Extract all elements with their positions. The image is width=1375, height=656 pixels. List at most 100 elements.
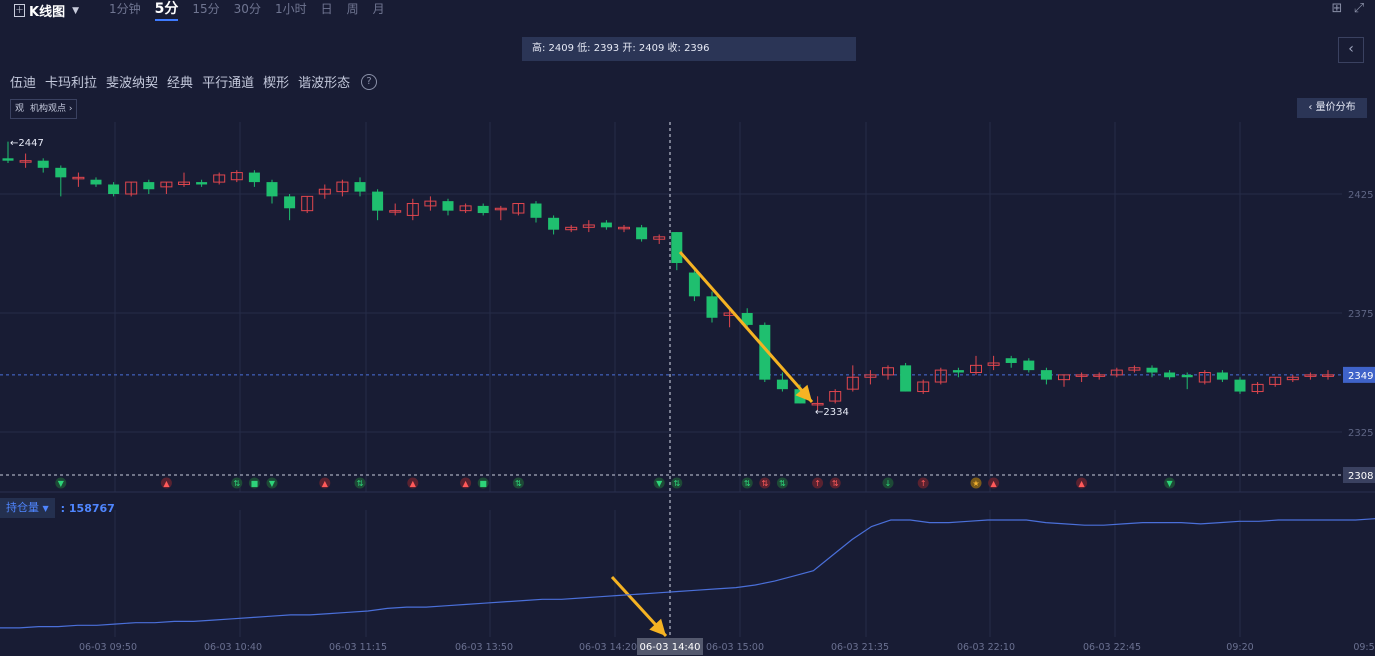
candle-body (1251, 383, 1264, 393)
drawing-tool-item[interactable]: 斐波纳契 (106, 76, 159, 91)
ohlc-infobar: 高: 2409 低: 2393 开: 2409 收: 2396 (522, 37, 856, 61)
drawing-tool-item[interactable]: 卡玛利拉 (45, 76, 98, 91)
y-tick-label: 2325 (1348, 428, 1373, 439)
period-tab[interactable]: 日 (320, 2, 333, 16)
open-interest-line (0, 518, 1375, 629)
candle-body (1164, 372, 1176, 378)
signal-glyph-icon: ↑ (920, 479, 927, 488)
period-tab[interactable]: 1小时 (274, 2, 307, 16)
signal-marker-icon (829, 477, 841, 489)
period-tab[interactable]: 月 (372, 2, 385, 16)
candle-body (530, 203, 542, 218)
drawing-tool-item[interactable]: 伍迪 (10, 76, 37, 91)
candle-body (266, 182, 278, 197)
candle-body (389, 210, 402, 213)
y-tick-label: 2375 (1348, 309, 1373, 320)
candle-body (512, 203, 525, 214)
candle-body (882, 367, 894, 376)
drawing-tool-item[interactable]: 谐波形态 (298, 76, 351, 91)
drawing-tool-item[interactable]: 平行通道 (202, 76, 255, 91)
x-tick-label: 09:5 (1353, 642, 1374, 653)
open-interest-select[interactable]: 持仓量 ▼ (0, 498, 55, 518)
candle-body (636, 227, 648, 240)
period-tab[interactable]: 周 (346, 2, 359, 16)
signal-marker-icon (917, 477, 929, 489)
signal-glyph-icon: ▼ (656, 479, 663, 488)
signal-glyph-icon: ⇅ (357, 479, 364, 488)
candle-body (1304, 374, 1317, 377)
help-icon[interactable]: ? (361, 74, 377, 90)
signal-marker-icon (882, 477, 894, 489)
period-tab[interactable]: 30分 (233, 2, 261, 16)
top-toolbar: 十 K线图 ▼ 1分钟 5分 15分 30分 1小时日周月 ⊞ ⤢ (0, 0, 1375, 22)
signal-glyph-icon: ⇅ (673, 479, 680, 488)
drawing-tool-item[interactable]: 楔形 (263, 76, 290, 91)
signal-glyph-icon: ▲ (410, 479, 417, 488)
candle-body (618, 226, 630, 230)
signal-glyph-icon: ■ (479, 479, 487, 488)
signal-glyph-icon: ⇅ (744, 479, 751, 488)
current-price-tag (1343, 366, 1375, 383)
candle-body (1075, 374, 1088, 377)
grid-icon[interactable]: ⊞ (1331, 1, 1343, 16)
volume-price-distribution-button[interactable]: ‹ 量价分布 (1297, 98, 1367, 118)
candle-body (19, 160, 32, 163)
x-tick-label: 06-03 09:50 (79, 642, 137, 653)
signal-glyph-icon: ⇅ (761, 479, 768, 488)
candle-body (160, 181, 173, 188)
signal-glyph-icon: ■ (251, 479, 259, 488)
signal-marker-icon (231, 477, 243, 489)
candle-body (1322, 374, 1334, 377)
candle-body (600, 222, 612, 228)
x-tick-label: 06-03 22:10 (957, 642, 1015, 653)
chart-type-selector[interactable]: 十 K线图 ▼ (14, 1, 79, 20)
candle-body (372, 191, 384, 211)
signal-glyph-icon: ▼ (58, 479, 65, 488)
candle-body (196, 182, 208, 185)
candle-body (1286, 376, 1299, 381)
candle-body (987, 362, 1000, 366)
period-tab[interactable]: 1分钟 (109, 2, 141, 16)
candle-body (1040, 370, 1052, 380)
candle-body (1146, 367, 1158, 373)
signal-marker-icon (460, 477, 472, 489)
institution-view-tag[interactable]: 观 机构观点 › (10, 99, 78, 119)
signal-marker-icon (970, 477, 982, 489)
signal-marker-icon (407, 477, 419, 489)
candle-body (90, 179, 102, 185)
expand-icon[interactable]: ⤢ (1353, 1, 1365, 16)
chevron-left-icon: ‹ (1348, 41, 1354, 57)
signal-marker-icon (477, 477, 489, 489)
candle-body (248, 172, 260, 183)
collapse-panel-button[interactable]: ‹ (1338, 37, 1364, 63)
low-annotation: ←2334 (815, 407, 849, 418)
signal-glyph-icon: ★ (972, 479, 979, 488)
period-tabs: 1分钟 5分 15分 30分 1小时日周月 (109, 1, 399, 21)
candle-body (565, 226, 578, 231)
current-price-label: 2349 (1348, 371, 1373, 382)
candle-body (759, 324, 771, 380)
candle-body (37, 160, 49, 168)
chart-type-label: K线图 (29, 5, 66, 20)
candle-body (336, 181, 349, 193)
candle-body (706, 296, 718, 318)
candle-body (741, 313, 753, 325)
candle-body (178, 181, 190, 185)
signal-marker-icon (1164, 477, 1176, 489)
candle-body (688, 272, 700, 297)
signal-glyph-icon: ▲ (991, 479, 998, 488)
signal-glyph-icon: ⇅ (832, 479, 839, 488)
period-tab[interactable]: 15分 (192, 2, 220, 16)
candle-body (108, 184, 120, 194)
signal-glyph-icon: ▲ (322, 479, 329, 488)
period-tab[interactable]: 5分 (154, 1, 179, 21)
candle-body (1216, 372, 1228, 380)
signal-glyph-icon: ▼ (1167, 479, 1174, 488)
candle-body (1005, 358, 1017, 363)
signal-marker-icon (741, 477, 753, 489)
drawing-tool-item[interactable]: 经典 (167, 76, 194, 91)
signal-marker-icon (319, 477, 331, 489)
candle-body (301, 195, 314, 212)
candle-body (459, 205, 472, 212)
